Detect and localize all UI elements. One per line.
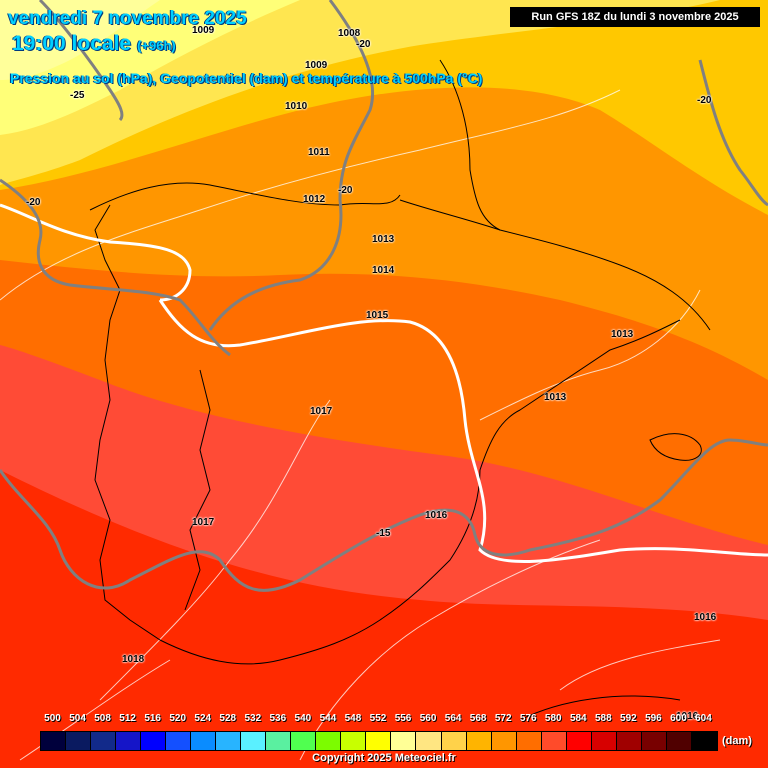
- legend-swatch: [491, 732, 517, 750]
- legend-tick-label: 580: [544, 713, 562, 724]
- isobar-label: 1010: [285, 101, 308, 112]
- legend-colorbar: [40, 731, 718, 751]
- isobars: [0, 203, 768, 563]
- isobar-label: 1013: [611, 329, 634, 340]
- legend-tick-label: 600: [670, 713, 687, 724]
- copyright: Copyright 2025 Meteociel.fr: [312, 752, 456, 764]
- legend-swatch: [416, 732, 442, 750]
- legend-swatch: [116, 732, 142, 750]
- legend-swatch: [66, 732, 92, 750]
- isotherm-label: -20: [26, 197, 41, 208]
- coastlines-borders: [89, 59, 711, 721]
- legend-tick-label: 568: [469, 713, 487, 724]
- isobar-label: 1016: [694, 612, 717, 623]
- legend-swatch: [216, 732, 242, 750]
- legend-swatch: [166, 732, 192, 750]
- isobar-label: 1016: [676, 711, 699, 722]
- legend-swatch: [141, 732, 167, 750]
- legend-swatch: [666, 732, 692, 750]
- legend-swatch: [191, 732, 217, 750]
- isotherm-label: -25: [70, 90, 85, 101]
- legend-tick-label: 552: [369, 713, 387, 724]
- isobar-label: 1009: [305, 60, 328, 71]
- legend-swatch: [616, 732, 642, 750]
- lead-time: (+96h): [137, 38, 176, 53]
- legend-tick-label: 544: [319, 713, 337, 724]
- legend-tick-label: 536: [269, 713, 287, 724]
- legend-swatch: [241, 732, 267, 750]
- isotherm-label: -15: [376, 528, 391, 539]
- isotherm-label: -20: [338, 185, 353, 196]
- isobar-label: 1017: [192, 517, 215, 528]
- isobar-label: 1014: [372, 265, 395, 276]
- legend-tick-label: 556: [394, 713, 412, 724]
- isotherm-label: -20: [356, 39, 371, 50]
- legend-swatch: [466, 732, 492, 750]
- legend-tick-label: 504: [69, 713, 86, 724]
- legend-tick-label: 528: [219, 713, 237, 724]
- legend-swatch: [591, 732, 617, 750]
- legend-tick-label: 520: [169, 713, 187, 724]
- isobar-label: 1015: [366, 310, 389, 321]
- legend-tick-label: 512: [119, 713, 136, 724]
- legend-swatch: [516, 732, 542, 750]
- title-time-text: 19:00 locale: [12, 32, 132, 55]
- isobar-label: 1013: [372, 234, 395, 245]
- legend-swatch: [566, 732, 592, 750]
- legend-tick-label: 576: [519, 713, 537, 724]
- isotherm-label: -20: [697, 95, 712, 106]
- legend-swatch: [341, 732, 367, 750]
- isobar-label: 1008: [338, 28, 361, 39]
- isotherms: [0, 0, 768, 592]
- isobar-label: 1013: [544, 392, 567, 403]
- legend-tick-label: 560: [419, 713, 437, 724]
- geopotential-contours: [0, 89, 721, 761]
- legend-tick-label: 516: [144, 713, 161, 724]
- legend-tick-label: 524: [194, 713, 212, 724]
- legend-swatch: [641, 732, 667, 750]
- legend-swatch: [266, 732, 292, 750]
- legend-tick-label: 548: [344, 713, 362, 724]
- map-title-time: 19:00 locale (+96h): [12, 32, 176, 56]
- isobar-label: 1009: [192, 25, 215, 36]
- legend-tick-label: 592: [620, 713, 637, 724]
- legend-tick-label: 540: [294, 713, 312, 724]
- legend-tick-label: 532: [244, 713, 262, 724]
- legend-values: 500 504 508 512 516 520 524 528 532 536 540 544 548 5…: [40, 713, 740, 727]
- legend-swatch: [91, 732, 117, 750]
- legend-tick-label: 564: [444, 713, 462, 724]
- isobar-label: 1012: [303, 194, 326, 205]
- legend-swatch: [366, 732, 392, 750]
- legend-tick-label: 572: [494, 713, 512, 724]
- legend-tick-label: 584: [569, 713, 587, 724]
- run-info-box: Run GFS 18Z du lundi 3 novembre 2025: [510, 7, 760, 27]
- isobar-label: 1017: [310, 406, 333, 417]
- isobar-label: 1016: [425, 510, 448, 521]
- legend-unit: (dam): [722, 735, 752, 747]
- legend-swatch: [41, 732, 67, 750]
- legend-swatch: [441, 732, 467, 750]
- legend-tick-label: 500: [44, 713, 61, 724]
- legend-swatch: [541, 732, 567, 750]
- legend-swatch: [291, 732, 317, 750]
- isobar-label: 1018: [122, 654, 145, 665]
- legend-tick-label: 588: [594, 713, 612, 724]
- legend-tick-label: 604: [695, 713, 712, 724]
- legend-tick-label: 596: [645, 713, 662, 724]
- isobar-label: 1011: [308, 147, 330, 158]
- legend-swatch: [691, 732, 717, 750]
- map-subtitle: Pression au sol (hPa), Geopotentiel (dam…: [10, 70, 483, 86]
- legend-tick-label: 508: [94, 713, 111, 724]
- legend-swatch: [391, 732, 417, 750]
- legend-swatch: [316, 732, 342, 750]
- map-title-date: vendredi 7 novembre 2025: [8, 8, 247, 29]
